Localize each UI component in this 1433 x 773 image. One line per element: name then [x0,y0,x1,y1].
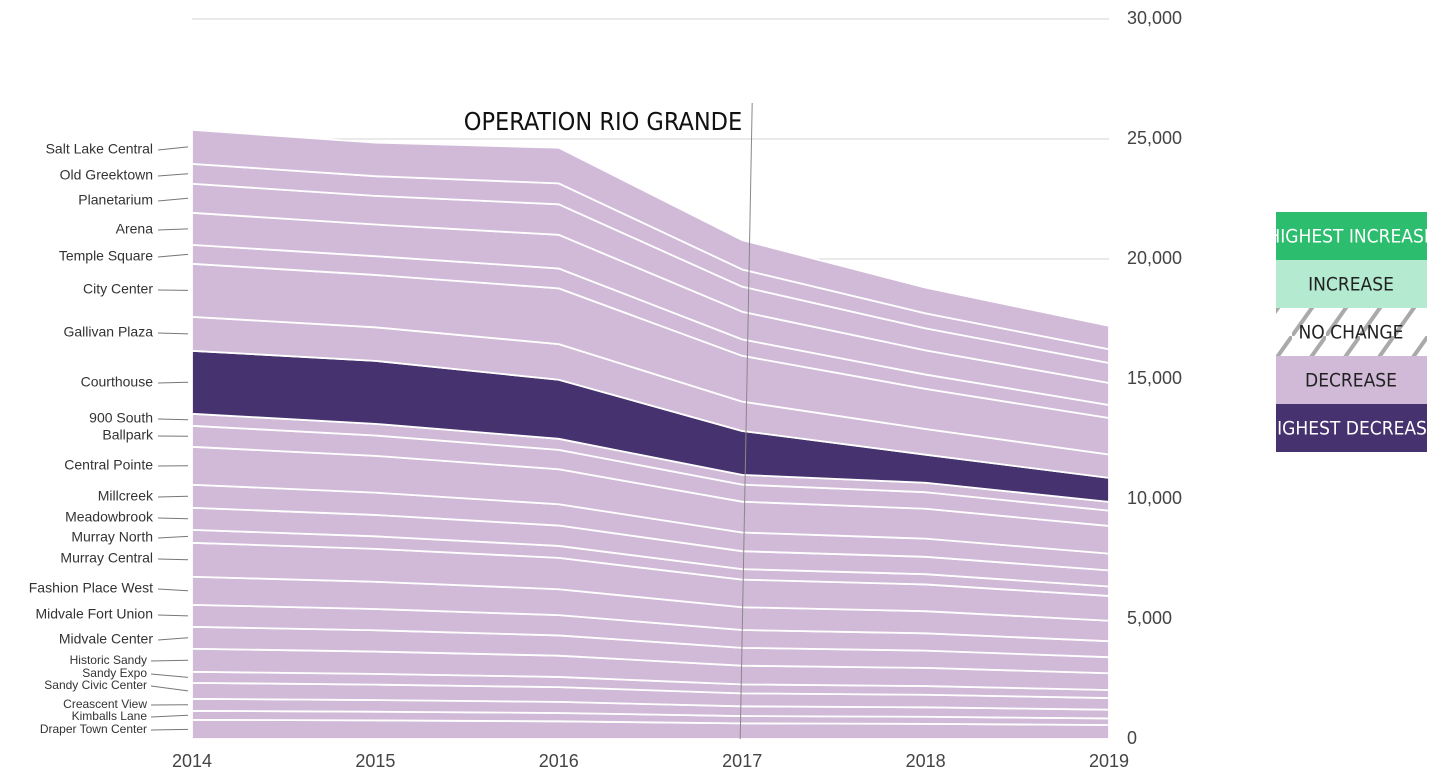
legend-swatch [1276,212,1427,260]
leader-line [157,495,189,498]
legend-label: DECREASE [1305,370,1397,392]
leader-line [150,728,189,731]
legend-label: NO CHANGE [1299,322,1404,344]
x-tick-label: 2014 [172,751,212,771]
leader-line [157,228,189,231]
series-label: Midvale Fort Union [36,606,154,622]
y-tick-label: 15,000 [1127,368,1182,388]
leader-line [157,535,189,539]
series-label: Midvale Center [59,631,153,647]
y-tick-label: 20,000 [1127,248,1182,268]
y-tick-label: 0 [1127,728,1137,748]
series-label: Murray North [71,529,153,545]
leader-line [150,685,189,692]
series-label: Historic Sandy [70,653,147,667]
y-tick-label: 5,000 [1127,608,1172,628]
leader-line [157,588,189,592]
series-label: Ballpark [102,427,154,443]
series-label: Fashion Place West [29,580,153,596]
series-label: Gallivan Plaza [64,324,154,340]
leader-line [150,659,189,662]
leader-line [157,197,189,202]
series-label: Planetarium [78,192,153,208]
x-tick-label: 2018 [906,751,946,771]
legend-swatch [1276,260,1427,308]
legend-label: HIGHEST INCREASE [1267,226,1433,248]
series-label: Draper Town Center [40,722,147,736]
y-tick-label: 25,000 [1127,128,1182,148]
legend-label: INCREASE [1308,274,1394,296]
y-tick-label: 30,000 [1127,8,1182,28]
leader-line [157,418,189,421]
area [191,128,1110,351]
y-tick-label: 10,000 [1127,488,1182,508]
leader-line [150,714,189,718]
series-label: Courthouse [81,374,154,390]
series-label: City Center [83,281,153,297]
x-tick-label: 2016 [539,751,579,771]
series-label: Temple Square [59,248,153,264]
series-label: Salt Lake Central [46,141,153,157]
legend-label: HIGHEST DECREASE [1264,418,1433,440]
leader-line [157,332,189,335]
series-label: Millcreek [98,488,154,504]
leader-line [157,173,189,177]
leader-line [157,517,189,520]
leader-line [150,673,189,678]
series-label: Arena [116,221,154,237]
series-label: Central Pointe [64,457,153,473]
leader-line [157,381,189,384]
leader-line [157,614,189,617]
series-label: Sandy Expo [82,666,147,680]
series-label: Old Greektown [60,167,153,183]
annotation-line [739,102,753,740]
legend-swatch [1276,404,1427,452]
leader-line [157,558,189,561]
leader-line [157,253,189,258]
series-label: Creascent View [63,697,147,711]
series-label: Kimballs Lane [72,709,148,723]
annotation: OPERATION RIO GRANDE [464,107,742,136]
series-label: 900 South [89,410,153,426]
series-label: Meadowbrook [65,509,154,525]
leader-line [157,637,189,641]
legend-swatch [1276,308,1427,356]
x-tick-label: 2017 [722,751,762,771]
x-tick-label: 2015 [355,751,395,771]
leader-line [157,146,189,151]
series-label: Murray Central [60,550,153,566]
series-label: Sandy Civic Center [44,678,147,692]
x-tick-label: 2019 [1089,751,1129,771]
legend-swatch [1276,356,1427,404]
